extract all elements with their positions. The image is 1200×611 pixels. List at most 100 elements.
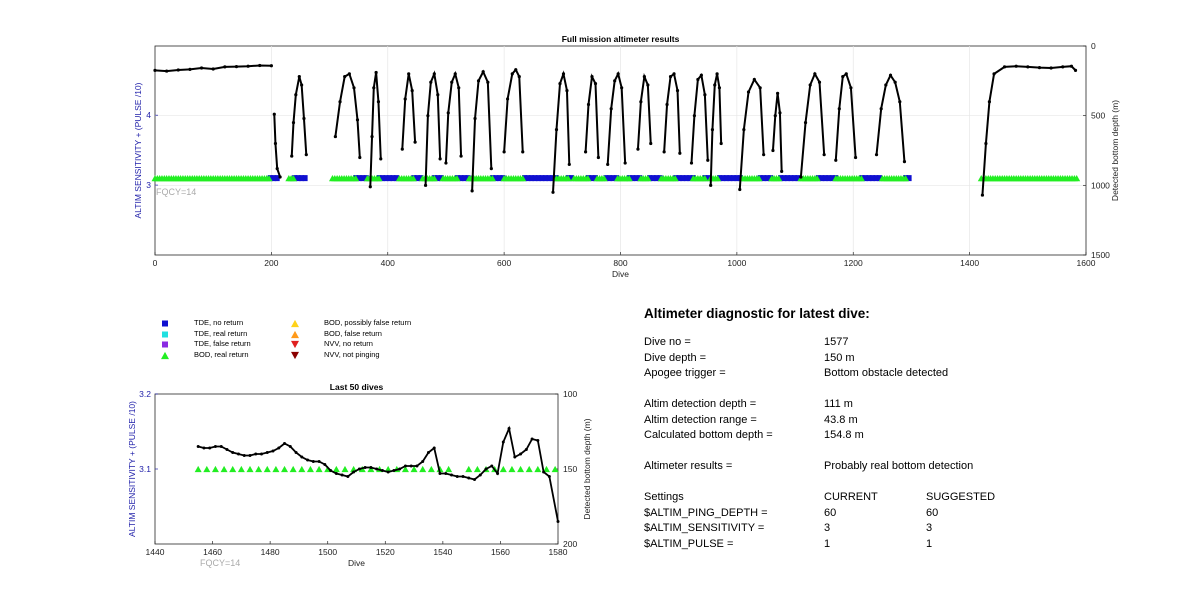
last50-bottom-depth-point xyxy=(556,520,560,523)
ping-depth-row: $ALTIM_PING_DEPTH = 60 60 xyxy=(644,506,1164,522)
main-bottom-depth-point xyxy=(502,150,506,154)
main-tde-no-return-marker xyxy=(532,175,538,182)
main-tde-no-return-marker xyxy=(680,175,686,182)
last50-bottom-depth-point xyxy=(438,472,442,475)
main-bottom-depth-point xyxy=(470,189,474,193)
legend-label: BOD, possibly false return xyxy=(324,318,412,327)
last50-bottom-depth-point xyxy=(403,464,407,468)
main-tde-no-return-marker xyxy=(295,175,301,182)
last50-bottom-depth-point xyxy=(329,469,333,472)
last50-bottom-depth-point xyxy=(225,448,229,451)
main-bottom-depth-point xyxy=(799,175,803,179)
last50-bottom-depth-point xyxy=(478,473,482,477)
main-bottom-depth-point xyxy=(457,86,461,90)
last50-bod-real-return-marker xyxy=(272,465,280,473)
last50-bottom-depth-point xyxy=(426,451,430,454)
main-bod-real-return-marker xyxy=(265,174,273,182)
last50-bottom-depth-point xyxy=(346,475,350,478)
main-bottom-depth-point xyxy=(719,141,723,146)
last50-bod-real-return-marker xyxy=(384,465,392,473)
main-left-tick-label: 4 xyxy=(146,110,151,120)
main-bottom-depth-point xyxy=(1037,65,1042,70)
main-bottom-depth-point xyxy=(450,80,454,84)
legend-marker xyxy=(162,320,168,327)
dive-depth-value: 150 m xyxy=(824,351,855,364)
last50-bod-real-return-marker xyxy=(289,465,297,473)
last50-bottom-depth-point xyxy=(208,446,212,450)
main-bod-real-return-marker xyxy=(519,174,527,182)
main-bod-real-return-marker xyxy=(902,174,910,182)
main-tde-no-return-marker xyxy=(822,175,828,182)
suggested-label: SUGGESTED xyxy=(926,491,996,503)
main-bottom-depth-point xyxy=(379,157,383,161)
main-bottom-depth-point xyxy=(1002,65,1007,69)
main-bottom-depth-point xyxy=(473,116,477,121)
main-bottom-depth-point xyxy=(623,161,627,165)
main-tde-no-return-marker xyxy=(761,175,767,182)
main-tde-no-return-marker xyxy=(386,175,392,182)
last50-bottom-depth-point xyxy=(490,464,494,468)
main-bottom-depth-point xyxy=(778,111,782,115)
dive-no-value: 1577 xyxy=(824,336,849,348)
last50-bottom-depth-point xyxy=(317,460,321,463)
main-tde-no-return-marker xyxy=(862,175,868,182)
main-bottom-depth-point xyxy=(304,153,308,157)
altim-det-depth-label: Altim detection depth = xyxy=(644,398,757,410)
last50-bottom-depth-point xyxy=(530,437,534,441)
main-bottom-depth-line xyxy=(663,72,681,154)
settings-label: Settings xyxy=(644,491,684,503)
main-tde-no-return-marker xyxy=(727,175,733,182)
main-tde-no-return-marker xyxy=(496,175,502,182)
main-title: Full mission altimeter results xyxy=(562,34,680,44)
main-tde-no-return-marker xyxy=(493,175,499,182)
main-bod-real-return-marker xyxy=(453,174,461,182)
main-bottom-depth-line xyxy=(606,71,627,165)
main-bottom-depth-point xyxy=(675,88,680,93)
main-bottom-depth-point xyxy=(987,100,992,104)
last50-x-tick-label: 1540 xyxy=(433,547,452,557)
last50-bottom-depth-point xyxy=(357,467,361,471)
main-bottom-depth-point xyxy=(773,114,777,118)
last50-bottom-depth-point xyxy=(409,464,413,468)
last50-bottom-depth-point xyxy=(271,449,275,453)
main-bottom-depth-point xyxy=(446,111,450,115)
main-bottom-depth-point xyxy=(444,161,448,165)
main-x-tick-label: 1400 xyxy=(960,258,979,268)
main-bottom-depth-line xyxy=(834,72,857,161)
current-label: CURRENT xyxy=(824,491,878,503)
main-bottom-depth-point xyxy=(596,155,600,160)
main-tde-no-return-marker xyxy=(829,175,835,182)
results-value: Probably real bottom detection xyxy=(824,460,974,472)
main-bottom-depth-point xyxy=(689,161,694,165)
main-bottom-depth-point xyxy=(742,128,746,132)
last50-bottom-depth-point xyxy=(260,452,264,456)
legend-marker xyxy=(162,331,168,337)
main-bottom-depth-point xyxy=(291,121,296,125)
results-row: Altimeter results = Probably real bottom… xyxy=(644,459,1164,475)
main-bottom-depth-point xyxy=(771,148,775,153)
legend-label: BOD, real return xyxy=(194,349,249,359)
main-tde-no-return-marker xyxy=(393,175,399,182)
main-bottom-depth-line xyxy=(503,67,524,152)
last50-bod-real-return-marker xyxy=(551,465,559,473)
last50-bottom-depth-point xyxy=(202,446,206,450)
main-bottom-depth-point xyxy=(554,128,559,132)
main-bottom-depth-point xyxy=(426,114,430,118)
legend-triangle-marker xyxy=(291,330,299,338)
main-bottom-depth-point xyxy=(642,75,646,79)
last50-bottom-depth-point xyxy=(323,463,327,466)
main-bottom-depth-point xyxy=(817,80,822,84)
main-bottom-depth-point xyxy=(290,154,294,158)
main-tde-no-return-marker xyxy=(610,175,616,182)
last50-bottom-depth-point xyxy=(283,442,287,445)
main-bottom-depth-point xyxy=(561,72,566,76)
main-bottom-depth-point xyxy=(347,72,351,76)
main-bottom-depth-line xyxy=(552,70,571,193)
main-tde-no-return-marker xyxy=(687,175,693,182)
last50-bod-real-return-marker xyxy=(419,465,427,473)
main-bottom-depth-point xyxy=(567,162,571,167)
main-bod-real-return-marker xyxy=(1073,174,1081,182)
main-bod-real-return-marker xyxy=(775,174,783,182)
last50-bod-real-return-marker xyxy=(436,465,444,473)
last50-bod-real-return-marker xyxy=(427,465,435,473)
